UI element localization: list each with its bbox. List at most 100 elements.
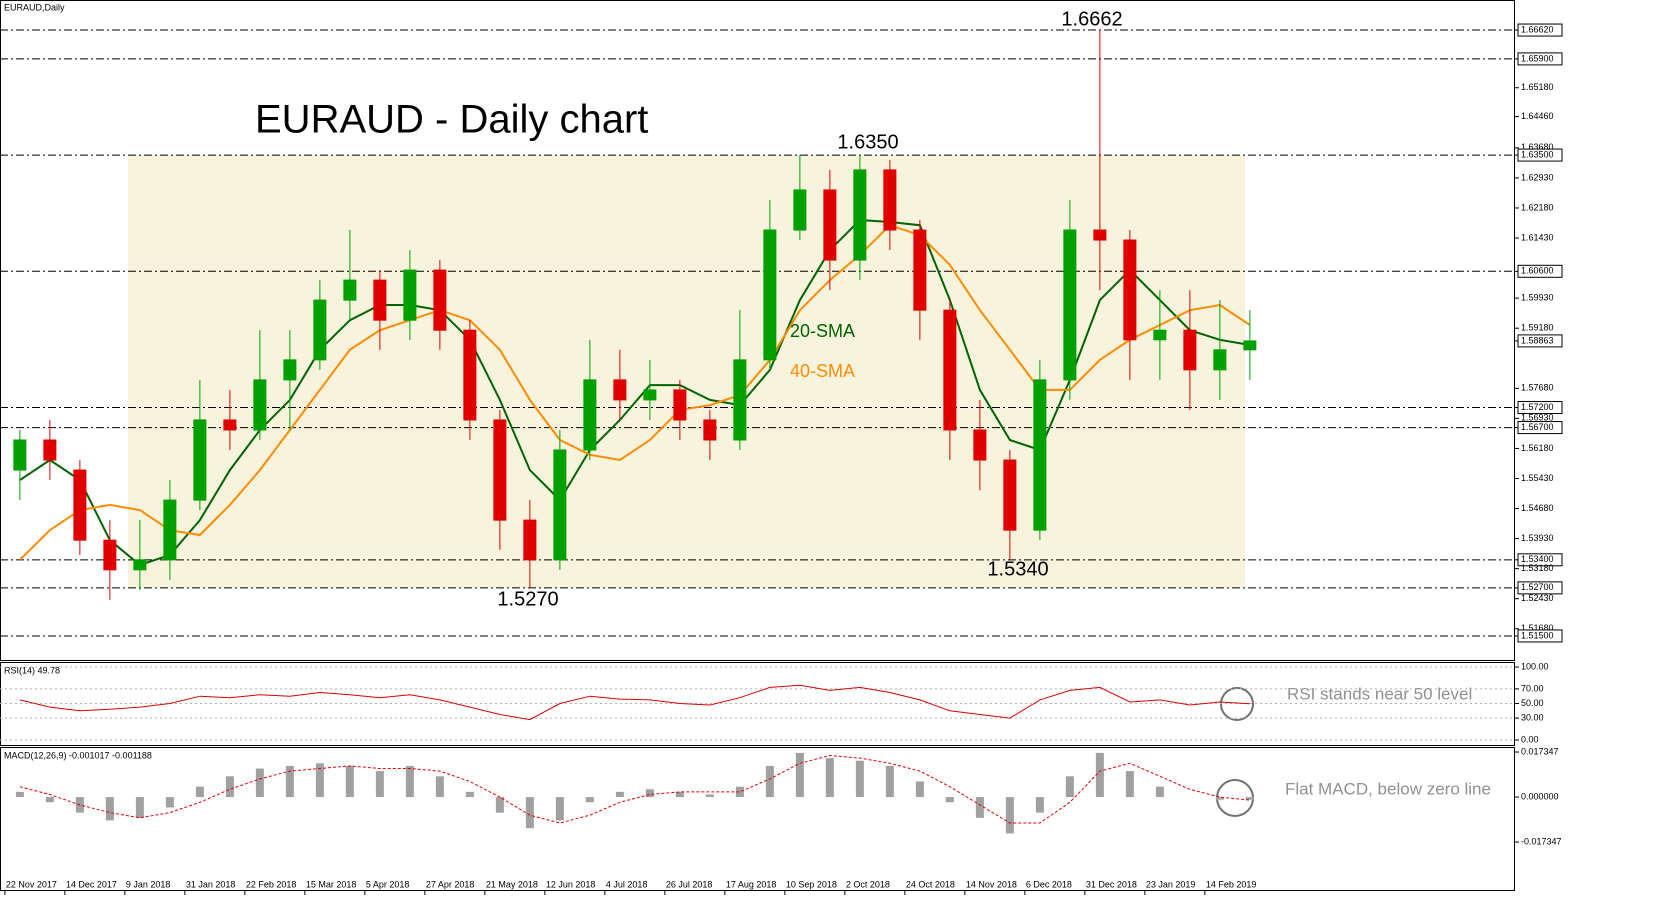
y-tick-label: 1.53400: [1521, 554, 1554, 564]
y-tick-label: 1.58863: [1521, 335, 1554, 345]
x-tick-label: 14 Dec 2017: [66, 879, 117, 889]
candle-body: [973, 429, 987, 461]
macd-bar: [315, 763, 324, 798]
y-tick-label: 1.52430: [1521, 593, 1554, 603]
macd-bar: [675, 791, 684, 798]
y-tick-label: 1.51680: [1521, 623, 1554, 633]
y-tick-box: [1517, 581, 1563, 595]
y-tick-label: 1.57200: [1521, 402, 1554, 412]
x-tick-label: 6 Dec 2018: [1026, 879, 1072, 889]
candle-body: [1243, 340, 1257, 351]
macd-bar: [855, 760, 864, 798]
x-tick-label: 22 Nov 2017: [6, 879, 57, 889]
candle-body: [283, 359, 297, 381]
candle-body: [823, 189, 837, 261]
candle-body: [553, 449, 567, 561]
y-tick-label: 1.63680: [1521, 142, 1554, 152]
candle-body: [913, 229, 927, 311]
macd-frame: [0, 747, 1515, 891]
x-tick-label: 31 Dec 2018: [1086, 879, 1137, 889]
x-tick-label: 10 Sep 2018: [786, 879, 837, 889]
x-tick-label: 12 Jun 2018: [546, 879, 596, 889]
y-tick-label: 1.59180: [1521, 323, 1554, 333]
macd-bar: [585, 797, 594, 803]
y-tick-box: [1517, 401, 1563, 415]
range-box: [128, 155, 1245, 588]
candle-body: [1063, 229, 1077, 381]
price-frame: [0, 0, 1515, 661]
candle-body: [1183, 329, 1197, 371]
candle-body: [433, 269, 447, 331]
y-tick-label: 1.62180: [1521, 202, 1554, 212]
y-tick-label: 1.56930: [1521, 413, 1554, 423]
macd-bar: [225, 776, 234, 798]
y-tick-label: 1.57680: [1521, 383, 1554, 393]
sma-label: 40-SMA: [790, 361, 855, 381]
y-tick-box: [1517, 553, 1563, 567]
y-tick-label: 1.56700: [1521, 422, 1554, 432]
y-tick-label: 0.000000: [1521, 791, 1559, 801]
y-tick-label: 1.61430: [1521, 232, 1554, 242]
candle-body: [223, 419, 237, 431]
macd-bar: [525, 797, 534, 829]
candle-body: [253, 379, 267, 431]
y-tick-box: [1517, 421, 1563, 435]
y-tick-label: 1.65900: [1521, 53, 1554, 63]
x-tick-label: 2 Oct 2018: [846, 879, 890, 889]
y-tick-label: -0.017347: [1521, 836, 1562, 846]
macd-title: MACD(12,26,9) -0.001017 -0.001188: [4, 750, 152, 760]
candle-body: [643, 389, 657, 401]
macd-bar: [45, 797, 54, 803]
macd-bar: [1065, 776, 1074, 798]
macd-bar: [645, 789, 654, 798]
candle-body: [1093, 229, 1107, 241]
candle-body: [733, 359, 747, 441]
x-tick-label: 5 Apr 2018: [366, 879, 410, 889]
macd-bar: [195, 786, 204, 798]
candle-body: [1003, 459, 1017, 531]
x-tick-label: 9 Jan 2018: [126, 879, 171, 889]
macd-bar: [15, 791, 24, 798]
candle-body: [523, 519, 537, 561]
y-tick-label: 70.00: [1521, 683, 1544, 693]
x-tick-label: 14 Feb 2019: [1206, 879, 1257, 889]
macd-bar: [1035, 797, 1044, 813]
x-tick-label: 15 Mar 2018: [306, 879, 357, 889]
candle-body: [403, 269, 417, 321]
y-tick-label: 1.53180: [1521, 563, 1554, 573]
macd-bar: [825, 758, 834, 798]
macd-bar: [375, 771, 384, 798]
macd-bar: [465, 791, 474, 798]
candle-body: [493, 419, 507, 521]
y-tick-box: [1517, 334, 1563, 348]
y-tick-label: 1.66620: [1521, 24, 1554, 34]
candle-body: [763, 229, 777, 361]
x-tick-label: 31 Jan 2018: [186, 879, 236, 889]
chart-title: EURAUD - Daily chart: [255, 98, 648, 142]
chart-header: EURAUD,Daily: [4, 2, 65, 12]
y-tick-label: 0.00: [1521, 734, 1539, 744]
candle-body: [163, 499, 177, 561]
y-tick-label: 1.55430: [1521, 473, 1554, 483]
y-tick-box: [1517, 264, 1563, 278]
y-tick-label: 30.00: [1521, 712, 1544, 722]
candle-body: [43, 439, 57, 461]
x-tick-label: 14 Nov 2018: [966, 879, 1017, 889]
candle-body: [73, 469, 87, 541]
macd-bar: [435, 776, 444, 798]
rsi-line: [19, 684, 1250, 721]
macd-bar: [135, 797, 144, 818]
macd-bar: [975, 797, 984, 818]
y-tick-label: 1.62930: [1521, 172, 1554, 182]
x-tick-label: 22 Feb 2018: [246, 879, 297, 889]
macd-bar: [405, 765, 414, 798]
macd-bar: [795, 752, 804, 798]
macd-annotation: Flat MACD, below zero line: [1285, 779, 1491, 798]
y-tick-label: 1.64460: [1521, 111, 1554, 121]
x-tick-label: 21 May 2018: [486, 879, 538, 889]
candle-body: [613, 379, 627, 401]
y-tick-label: 1.54680: [1521, 503, 1554, 513]
candle-body: [13, 439, 27, 471]
candle-body: [313, 299, 327, 361]
